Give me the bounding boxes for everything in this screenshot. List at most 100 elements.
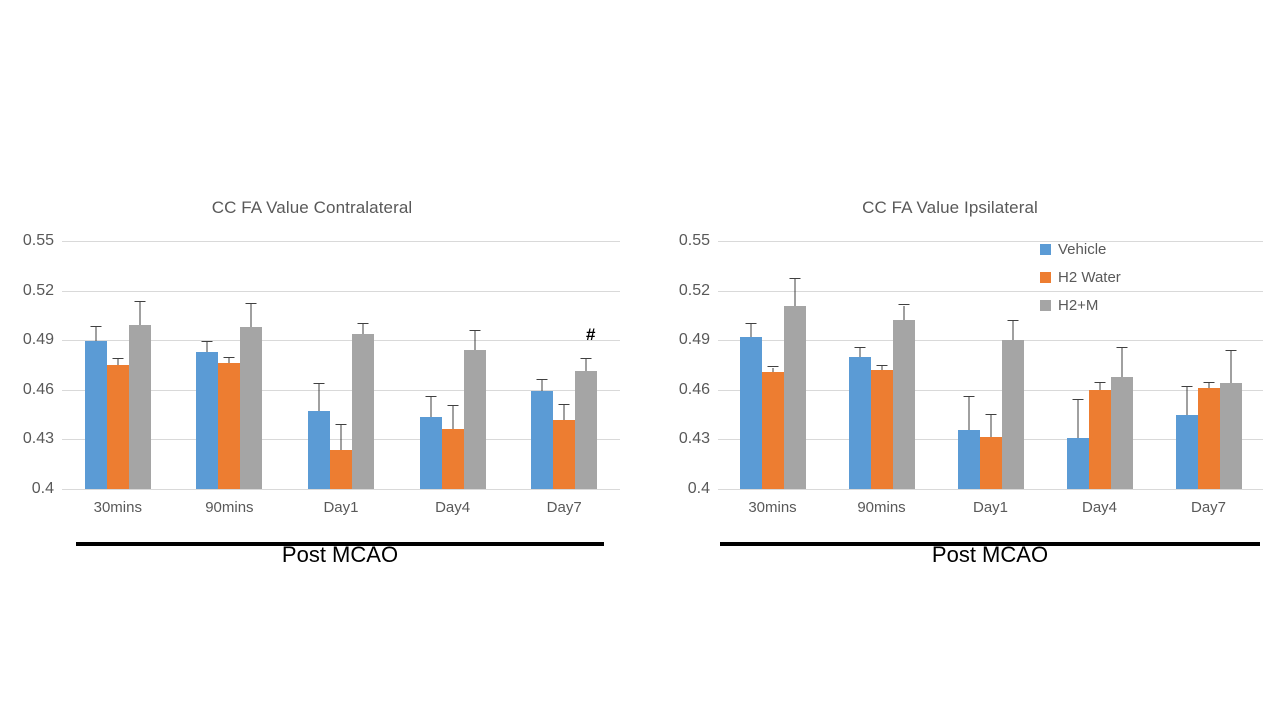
y-axis-tick-label: 0.46 — [678, 380, 710, 398]
error-bar — [139, 302, 141, 326]
bar-slot — [848, 241, 871, 489]
bar-h2water-day4 — [441, 404, 464, 489]
bar-h2water-30mins — [106, 358, 129, 489]
bar-slot — [739, 241, 762, 489]
error-bar — [563, 405, 565, 420]
gridline — [718, 290, 1263, 292]
error-bar — [318, 384, 320, 411]
legend-item-vehicle: Vehicle — [1040, 241, 1121, 258]
gridline — [718, 241, 1263, 242]
gridline — [62, 241, 620, 242]
gridline — [718, 489, 1263, 490]
error-bar-cap — [789, 278, 800, 280]
error-bar-cap — [876, 365, 887, 366]
legend-item-h2m: H2+M — [1040, 297, 1121, 314]
error-bar-cap — [223, 356, 235, 358]
error-bar-cap — [245, 302, 257, 304]
bar-slot — [419, 241, 442, 489]
bar-h2m-day1 — [351, 323, 374, 489]
error-bar — [1186, 387, 1187, 416]
bar-h2m-30mins — [128, 301, 151, 489]
error-bar-cap — [425, 395, 437, 397]
bar-group-day4: Day4 — [1045, 241, 1154, 516]
error-bar — [903, 305, 904, 320]
x-axis-tick-label-day1: Day1 — [323, 499, 359, 516]
error-bar-cap — [112, 358, 124, 360]
bar-vehicle-day4 — [1066, 398, 1089, 489]
bar-slot — [351, 241, 374, 489]
gridline — [62, 340, 620, 342]
error-bar — [1012, 320, 1013, 340]
error-bar-cap — [313, 383, 325, 385]
chart-title-contralateral: CC FA Value Contralateral — [211, 198, 413, 217]
bar-vehicle-day7 — [531, 378, 554, 489]
y-axis-tick-label: 0.55 — [22, 232, 54, 249]
error-bar-cap — [469, 330, 481, 332]
bar-slot — [128, 241, 151, 489]
axis-caption-ipsilateral: Post MCAO — [931, 542, 1049, 567]
bar-group-90mins: 90mins — [827, 241, 936, 516]
bar-slot — [106, 241, 129, 489]
bar-group-90mins: 90mins — [174, 241, 286, 516]
y-axis-tick-label: 0.55 — [678, 232, 710, 249]
error-bar-cap — [357, 323, 369, 324]
y-axis-tick-label: 0.52 — [22, 281, 54, 299]
legend-item-label: H2 Water — [1058, 269, 1121, 286]
y-axis-tick-label: 0.4 — [31, 480, 54, 497]
y-axis-tick-label: 0.4 — [687, 480, 710, 497]
significance-marker: # — [586, 325, 596, 344]
x-axis-tick-label-30mins: 30mins — [93, 499, 142, 516]
gridline — [718, 340, 1263, 342]
legend-swatch-h2m-icon — [1040, 300, 1051, 311]
bar-group-day7: Day7 — [508, 241, 620, 516]
error-bar — [250, 303, 252, 327]
error-bar — [117, 359, 119, 365]
bar-h2m-day4 — [1110, 346, 1133, 489]
bar-group-day1: Day1 — [936, 241, 1045, 516]
chart-panel-ipsilateral: CC FA Value Ipsilateral 0.4 0.43 0.46 0.49 0… — [640, 0, 1280, 720]
bar-groups-ipsilateral: 30mins 90mins Day1 Day4 Day7 — [718, 241, 1263, 516]
bar-h2m-day7 — [575, 357, 598, 489]
error-bar-cap — [1203, 381, 1214, 383]
bar-slot — [957, 241, 980, 489]
x-axis-tick-label-30mins: 30mins — [748, 499, 797, 516]
bar-vehicle-day1 — [957, 396, 980, 489]
legend-swatch-h2water-icon — [1040, 272, 1051, 283]
error-bar — [1077, 399, 1078, 439]
error-bar — [585, 358, 587, 371]
error-bar-cap — [335, 424, 347, 426]
bar-group-day7: Day7 — [1154, 241, 1263, 516]
error-bar-cap — [1072, 398, 1083, 400]
y-axis-tick-label: 0.49 — [678, 331, 710, 349]
bar-slot — [892, 241, 915, 489]
error-bar-cap — [447, 404, 459, 406]
error-bar — [541, 379, 543, 391]
bar-slot — [531, 241, 554, 489]
x-axis-tick-label-day4: Day4 — [1081, 499, 1118, 516]
bar-slot — [1197, 241, 1220, 489]
bar-h2water-30mins — [761, 366, 784, 489]
bar-slot — [1088, 241, 1111, 489]
bar-group-30mins: 30mins — [718, 241, 827, 516]
error-bar — [968, 397, 969, 431]
error-bar-cap — [580, 357, 592, 359]
bar-slot — [761, 241, 784, 489]
bar-group-day4: Day4 — [397, 241, 509, 516]
error-bar-cap — [854, 346, 865, 348]
error-bar — [750, 324, 751, 337]
bar-slot — [240, 241, 263, 489]
error-bar — [990, 415, 991, 437]
bar-slot — [218, 241, 241, 489]
x-axis-tick-label-day7: Day7 — [546, 499, 582, 516]
y-axis-tick-label: 0.46 — [22, 380, 54, 398]
y-axis-tick-label: 0.52 — [678, 281, 710, 299]
bar-h2water-day7 — [553, 404, 576, 489]
legend-item-label: H2+M — [1058, 297, 1099, 314]
bar-vehicle-30mins — [739, 323, 762, 489]
error-bar — [1099, 382, 1100, 390]
error-bar-cap — [558, 404, 570, 406]
bar-h2water-day1 — [329, 424, 352, 489]
bar-slot — [329, 241, 352, 489]
gridline — [718, 389, 1263, 391]
bar-slot — [1110, 241, 1133, 489]
